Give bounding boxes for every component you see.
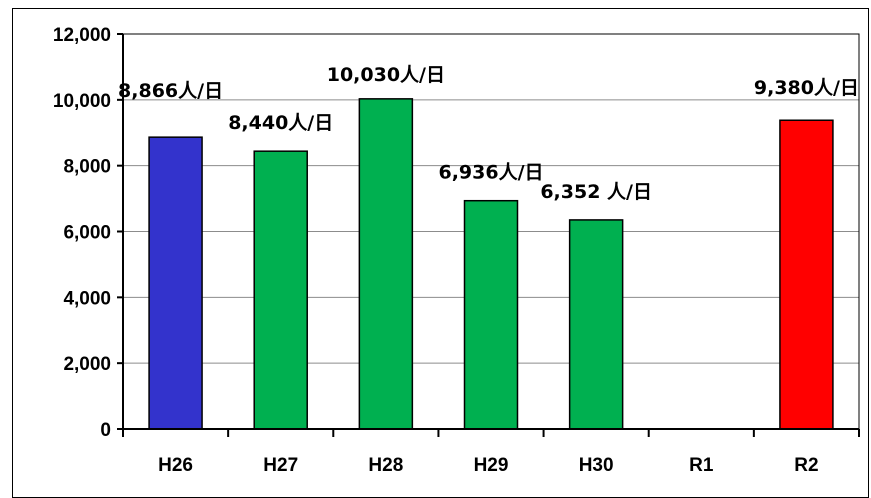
x-tick-label-h30: H30 [579,455,614,476]
bar-h30 [568,219,624,430]
x-tick-label-r1: R1 [689,455,714,476]
data-label-r2: 9,380人/日 [754,77,859,99]
bars [148,98,834,430]
y-tick-label: 8,000 [63,157,111,178]
y-tick-label: 4,000 [63,288,111,309]
bar-h29 [463,199,519,430]
bar-h28 [358,98,414,430]
x-tick-labels: H26 H27 H28 H29 H30 R1 R2 [158,455,818,476]
y-tick-label: 6,000 [63,223,111,244]
data-label-h28: 10,030人/日 [327,64,445,86]
data-label-h27: 8,440人/日 [228,112,333,134]
bar-r2 [779,119,834,430]
x-tick-label-r2: R2 [794,455,818,476]
axes [117,33,860,437]
y-tick-label: 12,000 [53,25,111,46]
data-label-h29: 6,936人/日 [438,162,543,184]
data-label-h30: 6,352 人/日 [540,181,652,203]
bar-h27 [253,150,308,430]
y-tick-labels: 0 2,000 4,000 6,000 8,000 10,000 12,000 [53,25,111,441]
x-tick-label-h28: H28 [368,455,403,476]
bar-chart: 0 2,000 4,000 6,000 8,000 10,000 12,000 H26 H27… [53,25,860,476]
data-labels: 8,866人/日8,440人/日 10,030人/日 6,936人/日6,352 人… [118,64,859,203]
y-tick-label: 0 [100,420,111,441]
x-tick-label-h27: H27 [263,455,298,476]
y-tick-label: 10,000 [53,91,111,112]
data-label-h26: 8,866人/日 [118,80,223,102]
x-tick-label-h26: H26 [158,455,193,476]
y-tick-label: 2,000 [63,354,111,375]
bar-h26 [148,136,203,430]
x-tick-label-h29: H29 [474,455,509,476]
